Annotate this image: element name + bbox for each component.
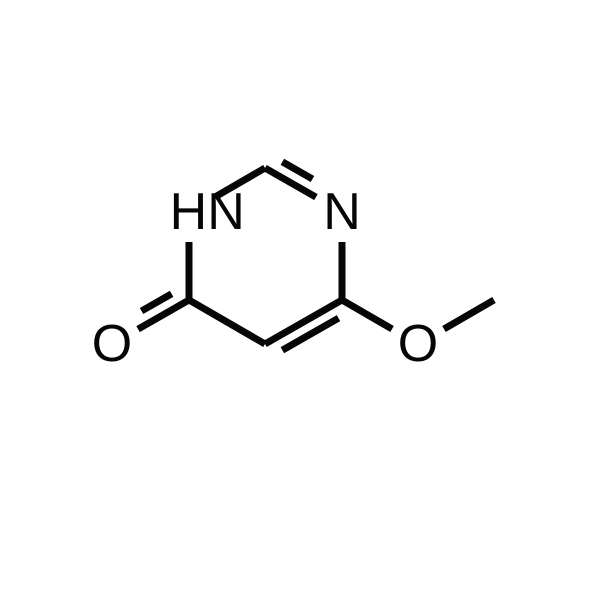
bond — [342, 300, 392, 329]
atom-label-N1: N — [323, 183, 361, 241]
bond — [138, 300, 189, 329]
atom-label-O8: O — [398, 315, 438, 373]
atom-label-N3: HN — [170, 183, 245, 241]
bond-inner — [282, 318, 338, 350]
bond — [265, 168, 316, 197]
bond-inner — [142, 294, 172, 311]
atom-label-O7: O — [92, 315, 132, 373]
bond-inner — [282, 162, 312, 179]
bond — [444, 300, 494, 329]
bond — [189, 300, 265, 344]
